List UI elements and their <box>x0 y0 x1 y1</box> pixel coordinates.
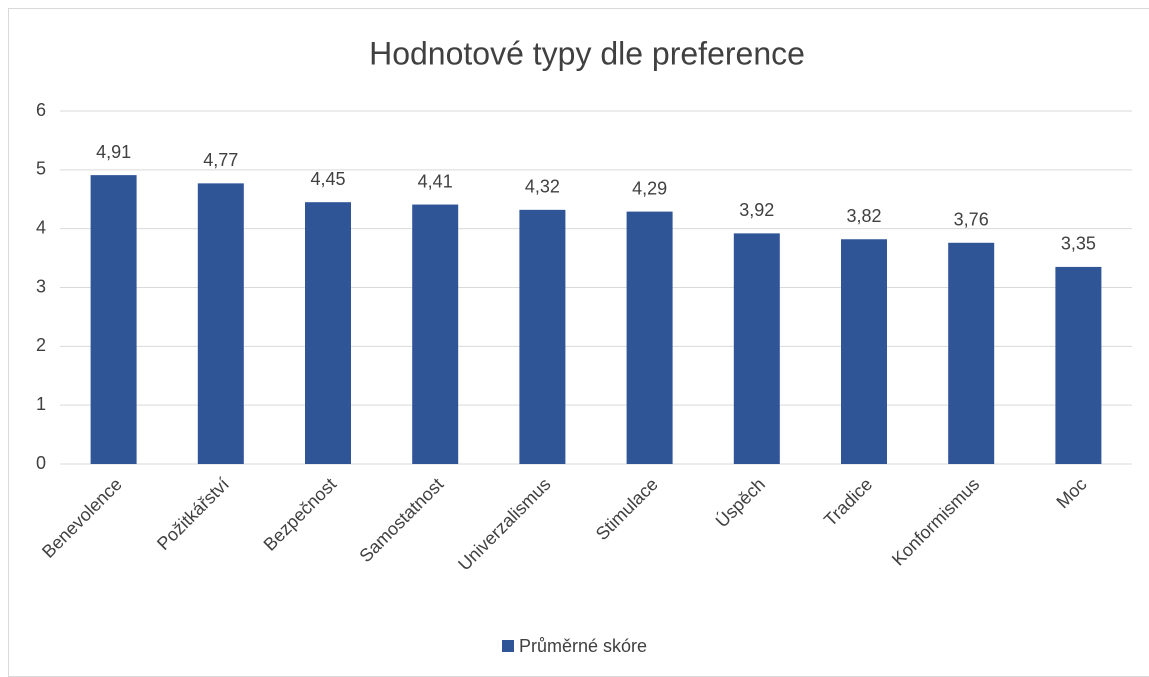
bar <box>305 202 351 465</box>
bar <box>948 242 995 464</box>
data-label: 4,91 <box>96 142 131 162</box>
data-label: 4,77 <box>203 150 238 170</box>
data-label: 3,35 <box>1061 234 1096 254</box>
legend-swatch <box>502 640 514 652</box>
y-tick-label: 2 <box>36 335 46 355</box>
bar <box>1055 266 1102 464</box>
bar <box>90 175 137 464</box>
bar <box>733 233 780 464</box>
y-tick-label: 6 <box>36 100 46 120</box>
data-label: 3,76 <box>954 210 989 230</box>
bar <box>841 239 887 464</box>
bar <box>197 183 244 465</box>
y-tick-label: 4 <box>36 217 46 237</box>
y-tick-label: 3 <box>36 276 46 296</box>
y-tick-label: 0 <box>36 453 46 473</box>
data-label: 4,45 <box>310 169 345 189</box>
legend-label: Průměrné skóre <box>519 636 647 656</box>
data-label: 4,32 <box>525 177 560 197</box>
data-label: 4,41 <box>418 171 453 191</box>
data-label: 4,29 <box>632 178 667 198</box>
bar <box>412 204 459 465</box>
data-label: 3,82 <box>846 206 881 226</box>
y-tick-label: 1 <box>36 394 46 414</box>
bar <box>626 211 673 464</box>
bar <box>519 209 566 464</box>
chart-title: Hodnotové typy dle preference <box>369 35 805 71</box>
y-tick-label: 5 <box>36 159 46 179</box>
data-label: 3,92 <box>739 200 774 220</box>
